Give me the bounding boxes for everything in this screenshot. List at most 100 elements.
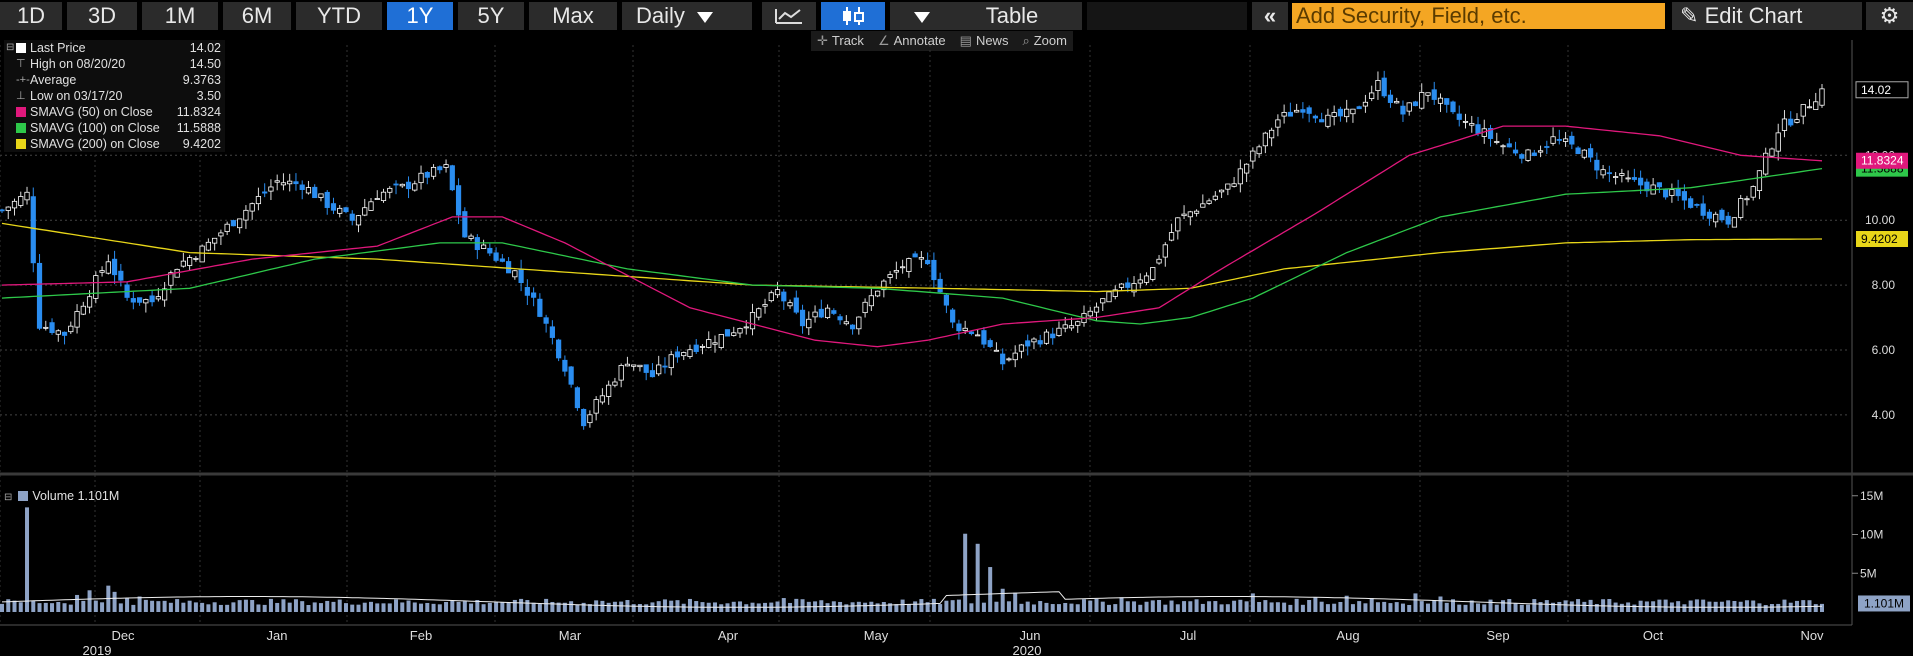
- volume-bar: [444, 601, 449, 612]
- add-security-input[interactable]: Add Security, Field, etc.: [1292, 3, 1665, 29]
- candle-body: [1494, 141, 1500, 143]
- volume-series: [0, 507, 1824, 612]
- candle-body: [862, 301, 868, 314]
- price-tick-label: 8.00: [1872, 278, 1896, 292]
- candle-body: [1550, 136, 1556, 144]
- volume-bar: [362, 602, 367, 612]
- candle-body: [1694, 204, 1700, 206]
- volume-bar: [81, 600, 86, 612]
- candle-body: [631, 364, 637, 367]
- volume-bar: [406, 600, 411, 612]
- volume-bar: [1794, 600, 1799, 612]
- candle-body: [1087, 310, 1093, 317]
- low-value: 3.50: [196, 89, 221, 103]
- line-chart-type-button[interactable]: [762, 2, 816, 30]
- candle-body: [556, 339, 562, 359]
- average-marker-icon: -+-: [16, 74, 30, 86]
- candle-body: [412, 183, 418, 191]
- period-1y-button[interactable]: 1Y: [387, 2, 453, 30]
- last-price-label: Last Price: [30, 41, 86, 55]
- month-tick-label: May: [864, 628, 889, 643]
- year-tick-label: 2019: [83, 643, 112, 656]
- table-button[interactable]: Table: [942, 2, 1082, 30]
- volume-bar: [525, 600, 530, 612]
- frequency-dropdown[interactable]: Daily: [622, 2, 752, 30]
- candle-body: [1788, 118, 1794, 126]
- double-chevron-left-icon[interactable]: «: [1252, 2, 1288, 30]
- volume-bar: [913, 601, 918, 612]
- volume-bar: [1432, 600, 1437, 612]
- period-max-button[interactable]: Max: [529, 2, 617, 30]
- price-tag-label: 14.02: [1861, 83, 1891, 97]
- volume-bar: [350, 604, 355, 612]
- period-5y-button[interactable]: 5Y: [458, 2, 524, 30]
- volume-bar: [1369, 598, 1374, 612]
- volume-bar: [819, 600, 824, 612]
- frequency-label: Daily: [636, 3, 685, 28]
- volume-bar: [606, 602, 611, 612]
- volume-bar: [719, 604, 724, 612]
- candle-body: [674, 351, 681, 358]
- candle-body: [93, 275, 99, 299]
- period-1m-button[interactable]: 1M: [142, 2, 218, 30]
- volume-bar: [544, 598, 549, 612]
- price-tag: [1855, 81, 1909, 99]
- candle-body: [1231, 183, 1237, 187]
- candle-body: [449, 165, 455, 191]
- candle-body: [824, 307, 831, 319]
- candle-body: [1043, 331, 1050, 344]
- candle-body: [1287, 111, 1293, 117]
- volume-bar: [1169, 600, 1174, 612]
- candle-body: [637, 364, 643, 368]
- candle-body: [61, 331, 68, 336]
- volume-bar: [844, 604, 849, 612]
- price-tag: [1856, 231, 1908, 248]
- volume-bar: [1113, 604, 1118, 612]
- volume-bar: [1463, 604, 1468, 612]
- candle-body: [287, 180, 293, 185]
- collapse-icon[interactable]: ⊟: [6, 42, 15, 53]
- volume-bar: [1088, 600, 1093, 612]
- gear-icon[interactable]: ⚙: [1866, 2, 1913, 30]
- volume-bar: [519, 598, 524, 612]
- volume-bar: [869, 601, 874, 612]
- volume-bar: [162, 600, 167, 612]
- edit-chart-button[interactable]: ✎ Edit Chart: [1672, 2, 1862, 30]
- volume-bar: [1757, 603, 1762, 612]
- candle-body: [1781, 118, 1788, 131]
- collapse-icon[interactable]: ⊟: [4, 492, 13, 503]
- volume-bar: [87, 590, 92, 612]
- volume-bar: [956, 599, 961, 612]
- volume-average-line: [1, 591, 1823, 608]
- volume-bar: [218, 604, 223, 612]
- volume-bar: [1175, 604, 1180, 612]
- candle-body: [187, 257, 193, 266]
- candle-body: [812, 311, 818, 318]
- volume-tag-label: 1.101M: [1864, 596, 1904, 610]
- track-tool[interactable]: ✛ Track: [817, 31, 864, 51]
- period-6m-button[interactable]: 6M: [223, 2, 291, 30]
- period-ytd-button[interactable]: YTD: [296, 2, 382, 30]
- volume-bar: [175, 599, 180, 612]
- volume-bar: [1213, 601, 1218, 612]
- candle-body: [1437, 97, 1444, 104]
- chart-tools-bar: ✛ Track ∠ Annotate ▤ News ⌕ Zoom: [811, 31, 1073, 51]
- period-3d-button[interactable]: 3D: [67, 2, 137, 30]
- volume-bar: [1744, 600, 1749, 612]
- candle-body: [1744, 198, 1750, 201]
- zoom-tool[interactable]: ⌕ Zoom: [1022, 31, 1067, 51]
- price-tag-label: 11.8324: [1861, 154, 1904, 168]
- volume-bar: [1225, 604, 1230, 612]
- volume-bar: [1263, 600, 1268, 612]
- price-tag: [1856, 160, 1908, 177]
- candlestick-chart-type-button[interactable]: [821, 2, 885, 30]
- candle-body: [1638, 177, 1644, 186]
- candle-body: [699, 346, 706, 348]
- volume-bar: [1663, 599, 1668, 612]
- period-1d-button[interactable]: 1D: [0, 2, 62, 30]
- annotate-tool[interactable]: ∠ Annotate: [878, 31, 946, 51]
- news-tool[interactable]: ▤ News: [960, 31, 1009, 51]
- candle-body: [105, 261, 111, 274]
- volume-bar: [1738, 601, 1743, 612]
